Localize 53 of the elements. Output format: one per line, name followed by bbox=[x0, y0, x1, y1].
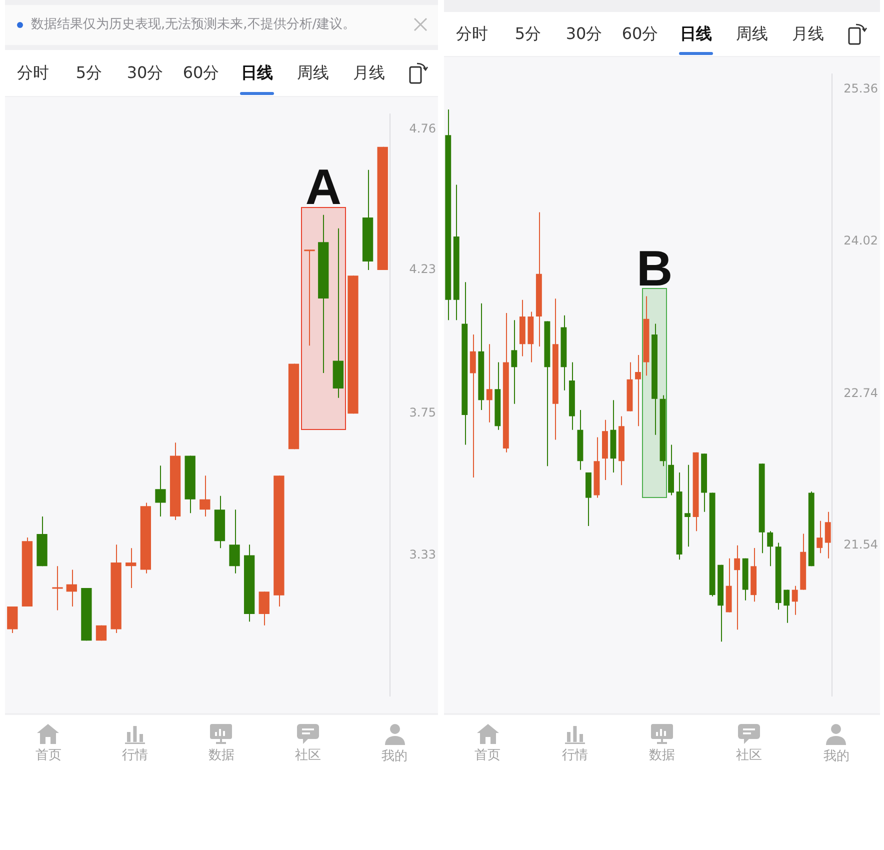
text: 分时 bbox=[17, 62, 49, 84]
candlestick bbox=[470, 334, 476, 478]
text: 首页 bbox=[474, 748, 501, 764]
candlestick bbox=[258, 591, 270, 626]
text: 我的 bbox=[382, 749, 408, 765]
text: 数据 bbox=[208, 748, 234, 764]
candlestick bbox=[792, 585, 798, 616]
y-tick-label: 22.74 bbox=[844, 386, 878, 400]
candlestick bbox=[784, 589, 790, 624]
chart-subtitle: 数据结果仅为历史表现,无法预测未来,不提供分析/建议。 bbox=[31, 16, 356, 34]
candlestick bbox=[7, 606, 18, 634]
y-tick-label: 25.36 bbox=[844, 82, 878, 96]
candlestick bbox=[816, 520, 823, 554]
candlestick bbox=[635, 354, 641, 427]
candlestick bbox=[734, 544, 740, 630]
text: 社区 bbox=[295, 748, 322, 764]
text: 月线 bbox=[353, 62, 385, 84]
text: 行情 bbox=[122, 748, 148, 764]
candlestick bbox=[486, 344, 492, 423]
text: 60分 bbox=[182, 62, 220, 84]
y-tick-label: 21.54 bbox=[844, 537, 878, 552]
text: 月线 bbox=[792, 24, 824, 44]
candlestick bbox=[767, 530, 774, 567]
candlestick bbox=[511, 320, 518, 404]
text: 日线 bbox=[241, 62, 273, 84]
candlestick bbox=[229, 509, 240, 574]
text: 30分 bbox=[566, 24, 602, 44]
text: 分时 bbox=[456, 24, 488, 44]
text: 数据 bbox=[648, 748, 675, 764]
annotation: A bbox=[305, 158, 342, 215]
y-tick-label: 4.76 bbox=[409, 121, 436, 136]
y-tick-label: 3.33 bbox=[409, 547, 436, 562]
text: 我的 bbox=[823, 749, 850, 765]
y-tick-label: 24.02 bbox=[844, 233, 878, 248]
text: 周线 bbox=[297, 62, 329, 84]
candlestick bbox=[155, 465, 166, 518]
candlestick bbox=[200, 475, 210, 518]
text: 5分 bbox=[514, 24, 542, 44]
candlestick bbox=[684, 464, 691, 548]
y-tick-label: 3.75 bbox=[409, 406, 436, 420]
candlestick bbox=[66, 569, 77, 608]
text: 首页 bbox=[35, 748, 62, 764]
text: 行情 bbox=[562, 748, 588, 764]
text: 日线 bbox=[680, 24, 712, 44]
y-tick-label: 4.23 bbox=[409, 262, 436, 276]
annotation: B bbox=[636, 240, 673, 296]
candlestick bbox=[126, 548, 136, 588]
text: 30分 bbox=[126, 62, 164, 84]
candlestick bbox=[824, 511, 831, 559]
text: 5分 bbox=[76, 62, 102, 84]
text: 60分 bbox=[622, 24, 658, 44]
text: 社区 bbox=[736, 748, 762, 764]
text: 周线 bbox=[736, 24, 768, 44]
